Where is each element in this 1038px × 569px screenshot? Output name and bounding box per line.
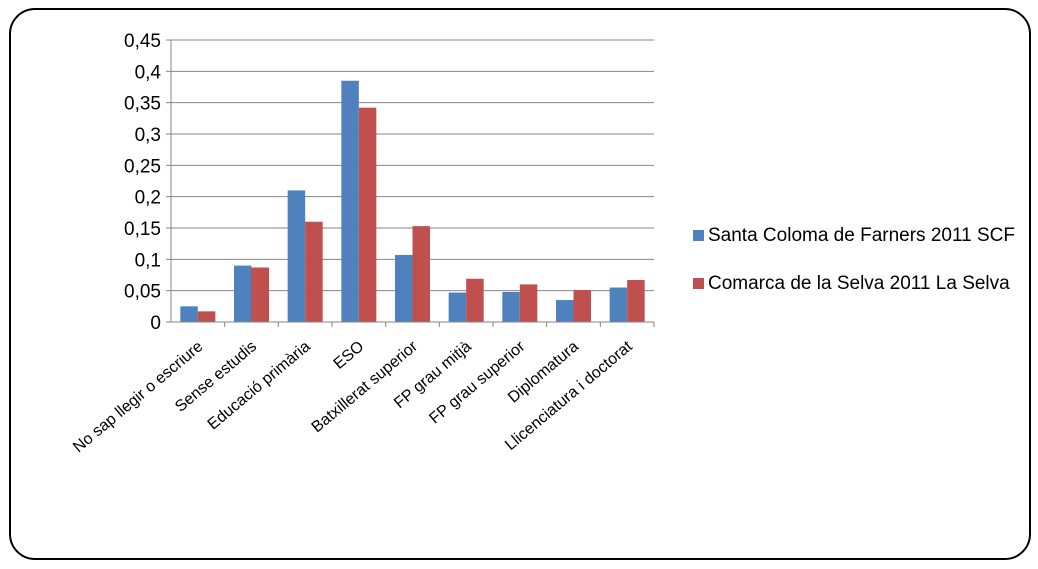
bar-santa-coloma xyxy=(449,293,467,322)
legend: Santa Coloma de Farners 2011 SCF Comarca… xyxy=(693,222,1033,318)
x-tick-label: FP grau superior xyxy=(426,338,529,428)
bar-la-selva xyxy=(359,108,377,322)
bar-santa-coloma xyxy=(556,300,574,322)
x-tick-label: ESO xyxy=(331,338,368,373)
y-tick-label: 0,15 xyxy=(124,219,161,240)
bar-santa-coloma xyxy=(395,255,413,322)
bar-santa-coloma xyxy=(341,81,359,322)
bar-la-selva xyxy=(520,284,538,322)
bar-santa-coloma xyxy=(288,190,306,322)
y-tick-label: 0 xyxy=(150,313,161,334)
legend-label-series-2: Comarca de la Selva 2011 La Selva xyxy=(708,270,1028,298)
bar-santa-coloma xyxy=(180,306,198,322)
bar-la-selva xyxy=(574,290,592,322)
y-tick-label: 0,2 xyxy=(135,188,161,209)
y-tick-label: 0,4 xyxy=(135,62,162,83)
bar-la-selva xyxy=(198,311,216,322)
legend-label-series-1: Santa Coloma de Farners 2011 SCF xyxy=(708,222,1028,250)
bar-santa-coloma xyxy=(234,266,252,322)
bar-la-selva xyxy=(413,226,431,322)
legend-swatch-series-2 xyxy=(693,278,704,289)
y-tick-label: 0,3 xyxy=(135,125,161,146)
bar-santa-coloma xyxy=(610,288,628,322)
bar-santa-coloma xyxy=(502,292,520,322)
bar-la-selva xyxy=(466,279,484,322)
bars xyxy=(180,81,644,322)
y-tick-label: 0,25 xyxy=(124,156,161,177)
bar-la-selva xyxy=(305,222,323,322)
y-tick-label: 0,1 xyxy=(135,250,161,271)
y-tick-label: 0,45 xyxy=(124,31,161,52)
x-tick-label: Educació primària xyxy=(205,338,314,433)
y-tick-label: 0,35 xyxy=(124,94,161,115)
legend-item-series-2: Comarca de la Selva 2011 La Selva xyxy=(693,270,1033,298)
bar-la-selva xyxy=(252,267,270,322)
legend-swatch-series-1 xyxy=(693,230,704,241)
bar-la-selva xyxy=(627,280,645,322)
y-axis-tick-labels: 0 0,05 0,1 0,15 0,2 0,25 0,3 0,35 0,4 0,45 xyxy=(124,31,161,334)
legend-item-series-1: Santa Coloma de Farners 2011 SCF xyxy=(693,222,1033,250)
y-tick-label: 0,05 xyxy=(124,282,161,303)
